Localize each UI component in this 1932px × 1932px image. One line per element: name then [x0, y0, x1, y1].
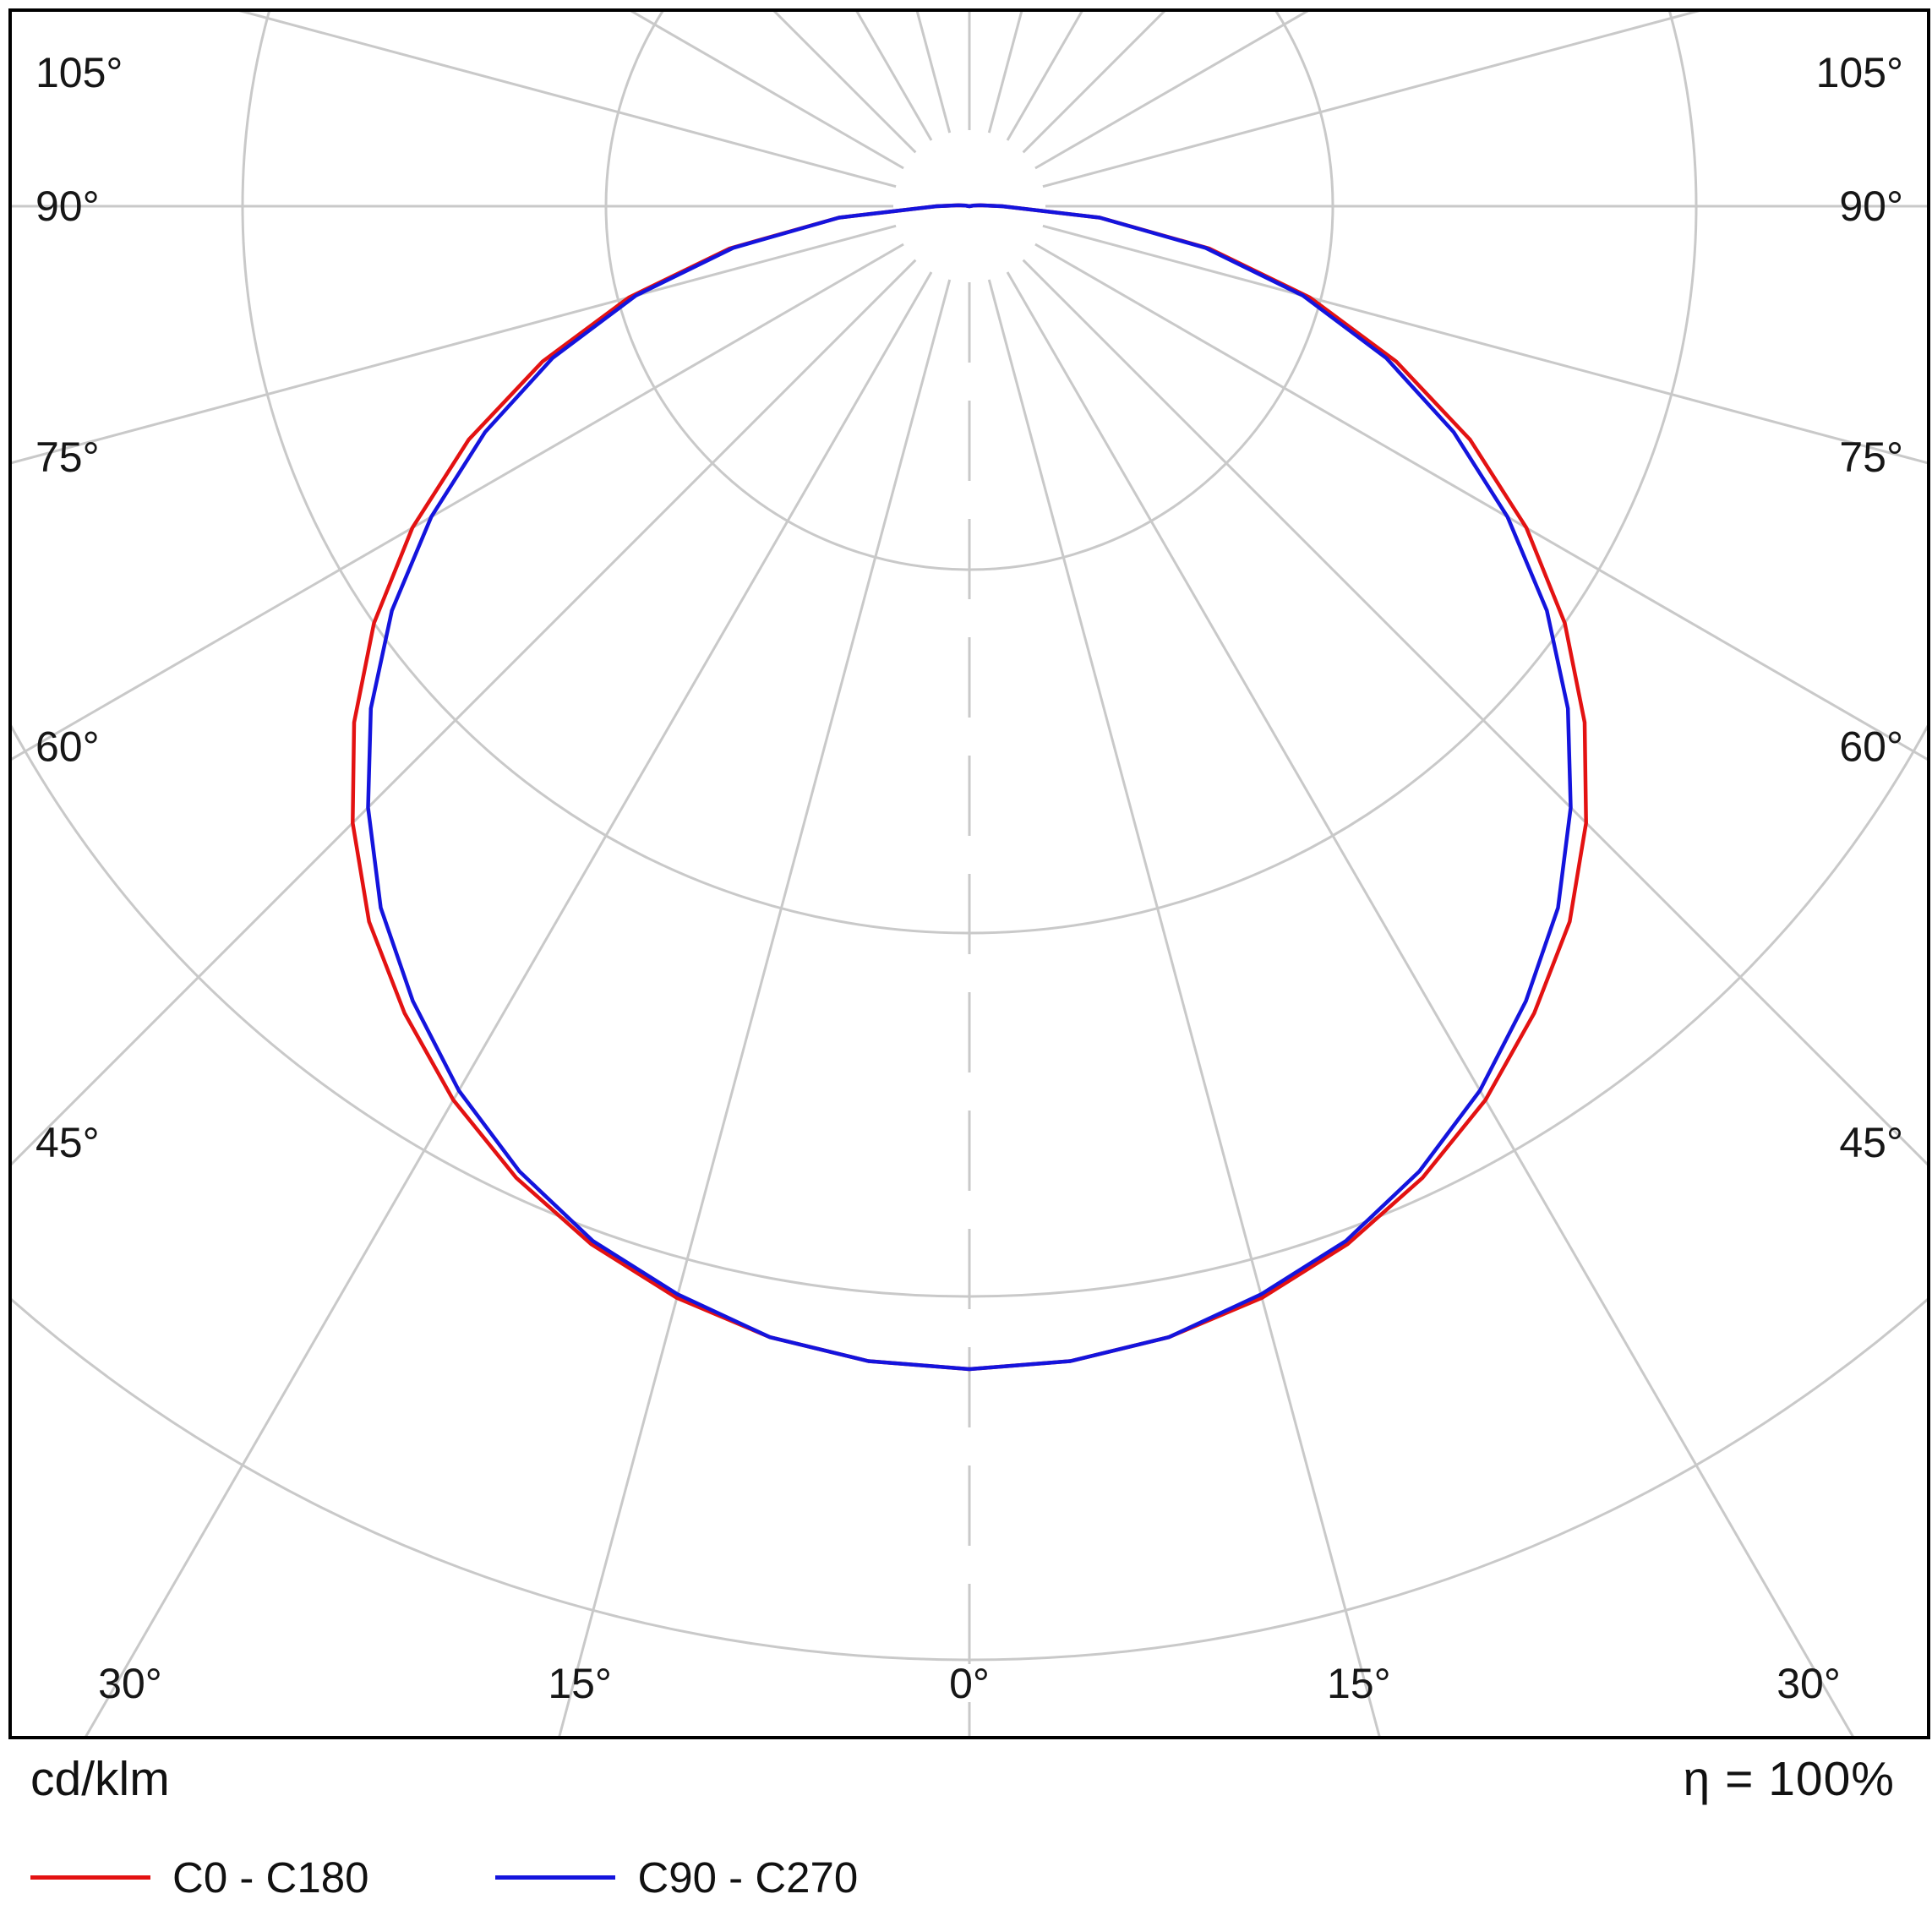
grid-spoke [12, 243, 904, 761]
legend-label-c0-c180: C0 - C180 [172, 1853, 369, 1902]
legend-row: C0 - C180 C90 - C270 [30, 1853, 858, 1902]
angle-label-right-60: 60° [1839, 723, 1903, 771]
grid-spoke [630, 12, 904, 170]
grid-spoke [1034, 243, 1927, 761]
grid-spoke [1006, 271, 1854, 1736]
legend-item-c90-c270: C90 - C270 [495, 1853, 858, 1902]
angle-label-left-90: 90° [35, 183, 100, 230]
angle-label-bottom-30: 30° [1776, 1660, 1841, 1707]
angle-label-bottom--30: 30° [98, 1660, 162, 1707]
grid-spoke [987, 279, 1381, 1736]
angle-label-bottom--15: 15° [548, 1660, 612, 1707]
angle-label-bottom-0: 0° [949, 1660, 990, 1707]
angle-label-right-75: 75° [1839, 434, 1903, 481]
angle-label-right-45: 45° [1839, 1119, 1903, 1166]
grid-spoke [85, 271, 933, 1736]
curve-c90-c270 [366, 203, 1573, 1372]
grid-spoke [1022, 12, 1166, 154]
grid-spoke [558, 279, 952, 1736]
legend-item-c0-c180: C0 - C180 [30, 1853, 368, 1902]
grid-spoke [1042, 12, 1700, 188]
grid-spoke [12, 259, 917, 1166]
polar-chart: 105° 90° 75° 60° 45° 105° 90° 75° 60° 45° 30° 15° 0°… [12, 12, 1927, 1736]
angle-label-right-105: 105° [1816, 49, 1903, 96]
legend-header-row: cd/klm η = 100% [30, 1751, 1895, 1807]
grid-spoke [1022, 259, 1927, 1166]
units-label: cd/klm [30, 1752, 170, 1806]
grid-spoke [987, 12, 1023, 134]
angle-label-left-60: 60° [35, 723, 100, 771]
angle-label-left-45: 45° [35, 1119, 100, 1166]
angle-label-bottom-15: 15° [1327, 1660, 1391, 1707]
grid-spoke [1042, 224, 1927, 465]
efficiency-label: η = 100% [1683, 1752, 1895, 1806]
angle-label-left-75: 75° [35, 434, 100, 481]
grid-spoke [1034, 12, 1309, 170]
grid-spoke [772, 12, 917, 154]
angle-label-left-105: 105° [35, 49, 123, 96]
grid-spoke [915, 12, 952, 134]
polar-plot-area: 105° 90° 75° 60° 45° 105° 90° 75° 60° 45° 30° 15° 0°… [8, 8, 1930, 1739]
legend-label-c90-c270: C90 - C270 [637, 1853, 859, 1902]
angle-label-right-90: 90° [1839, 183, 1903, 230]
grid-spoke [238, 12, 897, 188]
legend-line-c0-c180 [30, 1875, 150, 1880]
grid-spoke [12, 224, 897, 465]
legend-line-c90-c270 [495, 1875, 616, 1880]
